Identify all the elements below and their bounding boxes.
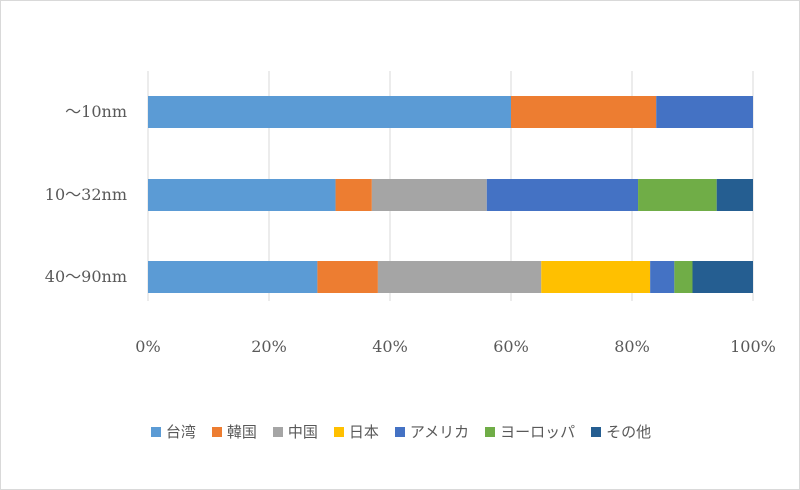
bar-segment <box>650 261 675 293</box>
bar-segment <box>148 96 511 128</box>
x-tick-label: 100% <box>730 337 776 356</box>
bar-segment <box>541 261 651 293</box>
bar-segment <box>371 179 487 211</box>
x-tick-label: 0% <box>135 337 160 356</box>
legend-label: ヨーロッパ <box>500 423 576 441</box>
bar-segment <box>335 179 372 211</box>
legend-label: 韓国 <box>226 423 257 441</box>
legend-item: 台湾 <box>150 421 196 442</box>
legend-item: 日本 <box>333 421 379 442</box>
legend-item: 韓国 <box>211 421 257 442</box>
bar-segment <box>148 179 336 211</box>
bar-segment <box>674 261 693 293</box>
chart-legend: 台湾 韓国 中国 日本 アメリカ ヨーロッパ その他 <box>1 421 800 442</box>
x-tick-label: 60% <box>493 337 529 356</box>
legend-label: 台湾 <box>165 423 196 441</box>
legend-swatch <box>150 426 161 437</box>
legend-swatch <box>485 426 496 437</box>
legend-item: アメリカ <box>394 421 470 442</box>
stacked-bar-chart: 0% 20% 40% 60% 80% 100% 〜10nm 10〜32nm 40〜90nm <box>45 71 776 356</box>
bar-segment <box>692 261 753 293</box>
legend-label: 日本 <box>348 423 379 441</box>
bar-segment <box>716 179 753 211</box>
legend-item: その他 <box>591 421 651 442</box>
bar-segment <box>377 261 542 293</box>
bar-segment <box>317 261 378 293</box>
x-tick-label: 20% <box>251 337 287 356</box>
legend-item: ヨーロッパ <box>485 421 575 442</box>
bar-segment <box>148 261 318 293</box>
bar-segment <box>656 96 753 128</box>
legend-swatch <box>394 426 405 437</box>
legend-swatch <box>591 426 602 437</box>
legend-label: 中国 <box>287 423 318 441</box>
legend-item: 中国 <box>272 421 318 442</box>
bar-segment <box>638 179 717 211</box>
legend-label: その他 <box>606 423 652 441</box>
x-tick-label: 80% <box>614 337 650 356</box>
x-tick-label: 40% <box>372 337 408 356</box>
bar-segment <box>486 179 639 211</box>
bar-segment <box>511 96 657 128</box>
y-category-label: 10〜32nm <box>45 185 127 204</box>
legend-label: アメリカ <box>409 423 470 441</box>
legend-swatch <box>272 426 283 437</box>
legend-swatch <box>211 426 222 437</box>
y-category-label: 〜10nm <box>65 102 127 121</box>
legend-swatch <box>333 426 344 437</box>
y-category-label: 40〜90nm <box>45 267 127 286</box>
